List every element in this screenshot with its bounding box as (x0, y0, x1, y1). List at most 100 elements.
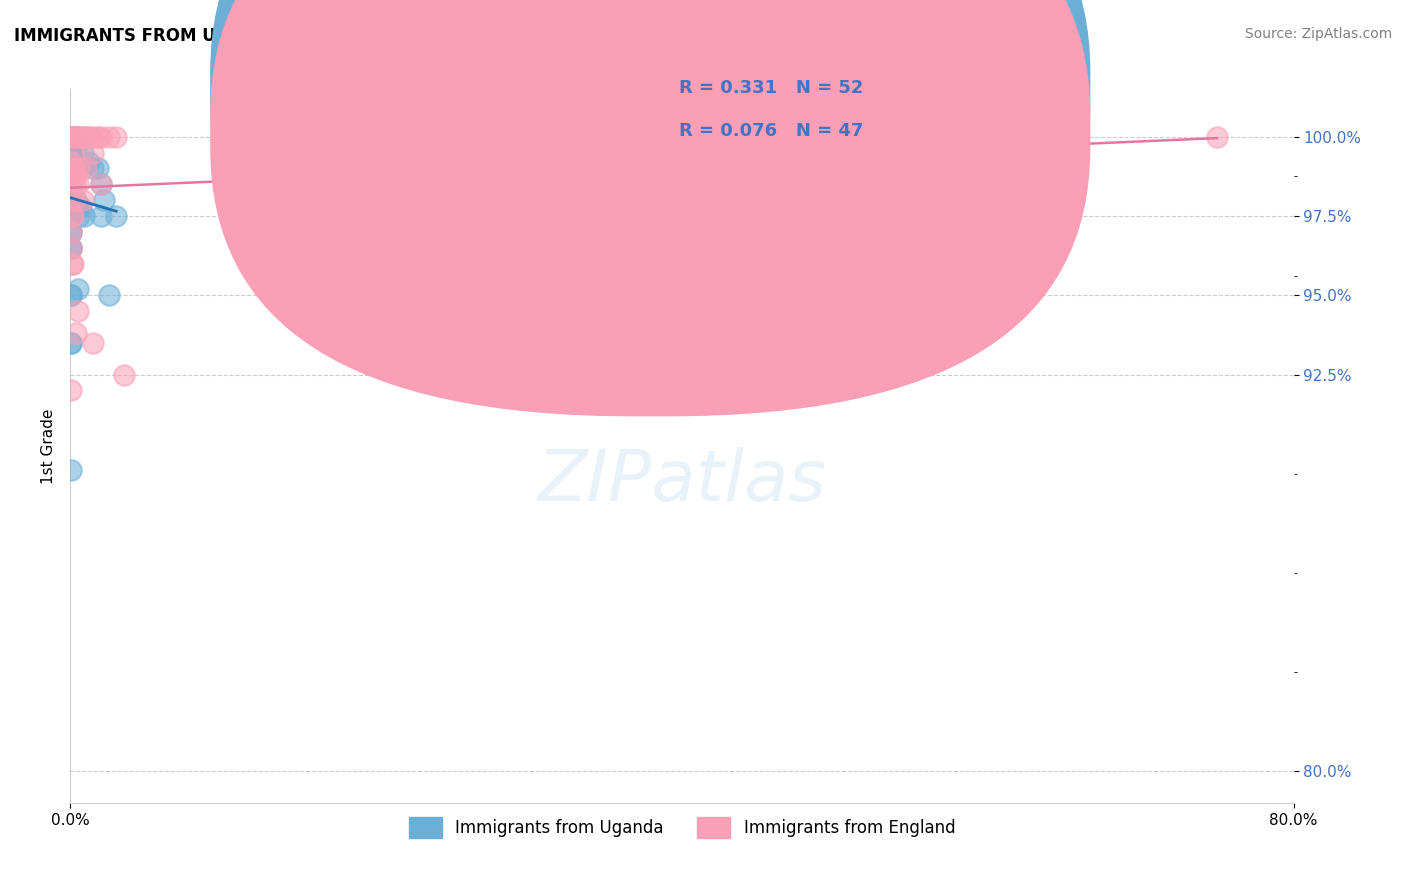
Y-axis label: 1st Grade: 1st Grade (41, 409, 56, 483)
Point (69, 161, 91, 176)
Point (63, 161, 86, 176)
Point (66, 282, 89, 296)
Point (62, 257, 84, 271)
Point (60, 129, 83, 144)
Point (60, 193, 83, 207)
Point (66, 178, 89, 192)
Point (60, 161, 83, 176)
Point (62, 129, 84, 144)
Point (62, 209, 84, 223)
Point (60, 209, 83, 223)
Point (60, 225, 83, 239)
Point (60, 155, 83, 169)
Point (60, 129, 83, 144)
Point (60, 335, 83, 350)
Text: R = 0.076   N = 47: R = 0.076 N = 47 (679, 122, 863, 140)
Point (75, 129, 97, 144)
Legend: Immigrants from Uganda, Immigrants from England: Immigrants from Uganda, Immigrants from … (402, 811, 962, 845)
Point (97, 129, 120, 144)
Point (65, 326, 87, 341)
Point (60, 145, 83, 160)
Point (65, 168, 87, 182)
Point (90, 178, 112, 192)
Point (82, 161, 104, 176)
Point (62, 145, 84, 160)
Point (62, 168, 84, 182)
Point (87, 129, 110, 144)
Point (66, 129, 89, 144)
Point (60, 178, 83, 192)
Point (93, 193, 115, 207)
Point (60, 161, 83, 176)
Point (60, 225, 83, 239)
Point (90, 129, 112, 144)
Point (90, 209, 112, 223)
Point (60, 145, 83, 160)
Point (60, 129, 83, 144)
Point (60, 209, 83, 223)
Point (105, 129, 128, 144)
Point (70, 200, 93, 214)
Point (60, 129, 83, 144)
Point (60, 129, 83, 144)
Point (105, 209, 128, 223)
Point (75, 161, 97, 176)
Point (70, 129, 93, 144)
Point (72, 145, 94, 160)
Point (63, 193, 86, 207)
Point (62, 129, 84, 144)
Text: ZIPatlas: ZIPatlas (537, 447, 827, 516)
Point (60, 209, 83, 223)
Point (60, 161, 83, 176)
Point (60, 257, 83, 271)
Point (60, 178, 83, 192)
Point (60, 335, 83, 350)
Point (60, 463, 83, 477)
Point (90, 178, 112, 192)
Point (87, 161, 110, 176)
Point (60, 161, 83, 176)
Point (60, 241, 83, 255)
Point (82, 145, 104, 160)
Point (60, 384, 83, 398)
Point (60, 129, 83, 144)
Point (60, 178, 83, 192)
Point (60, 129, 83, 144)
Point (60, 288, 83, 302)
Point (60, 161, 83, 176)
Point (60, 145, 83, 160)
Point (60, 129, 83, 144)
Point (60, 193, 83, 207)
Point (72, 193, 94, 207)
Point (60, 129, 83, 144)
Point (60, 288, 83, 302)
Point (69, 129, 91, 144)
Point (60, 178, 83, 192)
Point (65, 129, 87, 144)
Point (77, 155, 100, 169)
Point (65, 193, 87, 207)
Point (60, 161, 83, 176)
Point (66, 136, 89, 150)
Point (60, 145, 83, 160)
Point (60, 225, 83, 239)
Text: R = 0.331   N = 52: R = 0.331 N = 52 (679, 79, 863, 97)
Text: IMMIGRANTS FROM UGANDA VS IMMIGRANTS FROM ENGLAND 1ST GRADE CORRELATION CHART: IMMIGRANTS FROM UGANDA VS IMMIGRANTS FRO… (14, 27, 914, 45)
Point (82, 129, 104, 144)
Point (65, 129, 87, 144)
Point (72, 129, 94, 144)
Point (73, 209, 96, 223)
Point (63, 178, 86, 192)
Point (60, 241, 83, 255)
Point (77, 129, 100, 144)
Point (60, 193, 83, 207)
Point (82, 335, 104, 350)
Point (60, 241, 83, 255)
Point (63, 129, 86, 144)
Point (112, 368, 135, 382)
Point (60, 209, 83, 223)
Point (66, 200, 89, 214)
Text: Source: ZipAtlas.com: Source: ZipAtlas.com (1244, 27, 1392, 41)
Point (1206, 129, 1229, 144)
Point (97, 288, 120, 302)
